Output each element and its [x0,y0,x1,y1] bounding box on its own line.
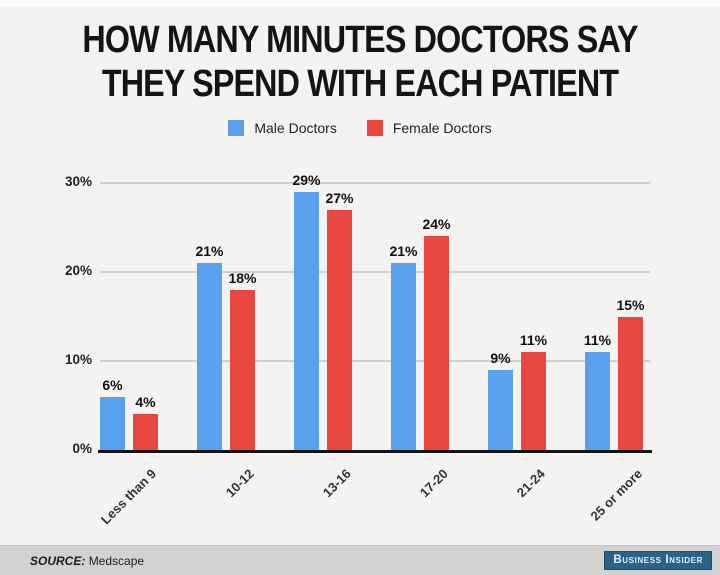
bar-value-label: 21% [389,243,418,260]
male-doctors-swatch-icon [228,120,245,136]
bar-female-doctors-1 [133,414,158,450]
bar-male-doctors-6 [585,352,610,450]
bar-male-doctors-4 [391,263,416,450]
gridline-20 [100,271,650,273]
bar-value-label: 29% [292,171,321,188]
bar-male-doctors-1 [100,396,125,450]
x-axis-category-label: Less than 9 [98,466,160,528]
bar-male-doctors-3 [294,191,319,450]
legend-label-female-doctors: Female Doctors [392,120,492,136]
chart-title: HOW MANY MINUTES DOCTORS SAY THEY SPEND … [54,18,666,106]
y-axis-tick-label-20: 20% [64,263,92,278]
legend-item-female-doctors: Female Doctors [366,120,492,136]
footer-bar: SOURCE: Medscape Business Insider [0,545,720,575]
source-credit: SOURCE: Medscape [30,554,144,568]
x-axis-category-label: 25 or more [586,466,645,524]
bar-female-doctors-3 [327,209,352,450]
y-axis-tick-label-30: 30% [64,174,92,189]
bar-male-doctors-2 [197,263,222,450]
bar-value-label: 6% [102,376,123,393]
y-axis-tick-label-0: 0% [72,441,92,456]
bar-female-doctors-2 [230,289,255,450]
y-axis-tick-label-10: 10% [64,352,92,367]
legend-item-male-doctors: Male Doctors [228,120,337,136]
bar-value-label: 21% [195,243,224,260]
bar-value-label: 11% [583,332,612,349]
bar-value-label: 18% [228,269,257,286]
chart-title-line2: THEY SPEND WITH EACH PATIENT [101,63,619,105]
x-axis-category-label: 13-16 [319,466,354,501]
bar-female-doctors-5 [521,352,546,450]
bar-female-doctors-6 [618,316,643,450]
bar-value-label: 4% [135,394,156,411]
x-axis-line [98,450,652,453]
x-axis-category-label: 10-12 [222,466,257,501]
business-insider-logo: Business Insider [604,551,712,570]
female-doctors-swatch-icon [366,120,383,136]
top-strip [0,0,720,7]
bar-value-label: 15% [616,296,645,313]
chart-legend: Male Doctors Female Doctors [0,120,720,136]
bar-value-label: 27% [325,189,354,206]
chart-title-line1: HOW MANY MINUTES DOCTORS SAY [82,19,638,61]
x-axis-category-label: 17-20 [416,466,451,501]
gridline-30 [100,182,650,184]
source-value: Medscape [88,553,145,568]
bar-value-label: 11% [519,332,548,349]
gridline-10 [100,360,650,362]
bar-male-doctors-5 [488,369,513,450]
source-label: SOURCE: [30,553,86,568]
bar-female-doctors-4 [424,236,449,450]
bar-value-label: 9% [490,349,511,366]
bar-value-label: 24% [422,216,451,233]
x-axis-category-label: 21-24 [513,466,548,501]
legend-label-male-doctors: Male Doctors [254,120,337,136]
